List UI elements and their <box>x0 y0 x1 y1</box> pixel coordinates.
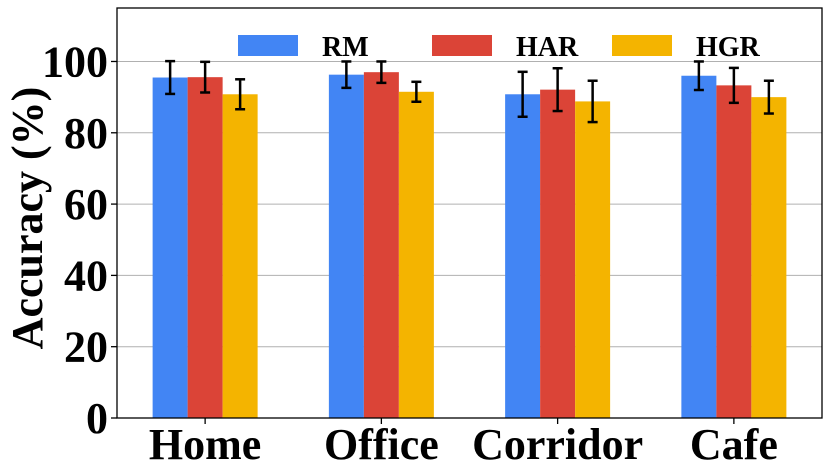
error-bar <box>165 59 176 96</box>
error-bar <box>411 80 422 104</box>
x-tick-label-home: Home <box>149 420 261 469</box>
error-bar <box>552 67 563 113</box>
error-bar <box>587 79 598 124</box>
plot-frame <box>116 7 823 419</box>
legend-label: HGR <box>696 32 761 63</box>
bar-hgr-corridor <box>575 101 611 419</box>
legend: RM HAR HGR <box>238 32 761 63</box>
bar-rm-corridor <box>505 94 541 418</box>
legend-item-hgr: HGR <box>612 32 761 63</box>
bar-rm-home <box>152 77 188 419</box>
error-bar <box>235 78 246 111</box>
bar-hgr-home <box>222 94 258 418</box>
bar-hgr-office <box>398 91 434 419</box>
legend-swatch <box>612 35 672 56</box>
bar-har-cafe <box>716 85 752 418</box>
bar-rm-cafe <box>681 75 717 418</box>
bars-group <box>152 72 787 419</box>
bar-har-corridor <box>540 89 576 418</box>
error-bar <box>517 70 528 118</box>
error-bar <box>693 60 704 92</box>
bar-rm-office <box>328 74 364 419</box>
error-bar <box>728 66 739 105</box>
legend-swatch <box>238 35 298 56</box>
x-tick-label-corridor: Corridor <box>472 420 643 469</box>
bar-hgr-cafe <box>751 97 787 418</box>
y-axis-ticks: 0 20 40 60 80 100 <box>42 37 117 443</box>
bar-har-office <box>363 72 399 418</box>
y-tick-label: 40 <box>64 251 108 300</box>
legend-label: HAR <box>516 32 579 63</box>
error-bar <box>341 60 352 90</box>
legend-item-rm: RM <box>238 32 369 63</box>
x-tick-label-office: Office <box>324 420 439 469</box>
y-tick-label: 0 <box>86 394 108 443</box>
y-tick-label: 80 <box>64 109 108 158</box>
y-axis-label: Accuracy (%) <box>3 87 52 350</box>
legend-label: RM <box>322 32 369 63</box>
y-tick-label: 60 <box>64 180 108 229</box>
error-bars-group <box>165 59 774 124</box>
x-tick-label-cafe: Cafe <box>690 420 778 469</box>
bar-har-home <box>187 77 223 418</box>
error-bar <box>763 79 774 115</box>
legend-swatch <box>432 35 492 56</box>
x-axis-ticks: Home Office Corridor Cafe <box>149 418 778 469</box>
y-tick-label: 100 <box>42 37 108 86</box>
legend-item-har: HAR <box>432 32 579 63</box>
error-bar <box>376 60 387 85</box>
error-bar <box>200 60 211 94</box>
y-tick-label: 20 <box>64 323 108 372</box>
